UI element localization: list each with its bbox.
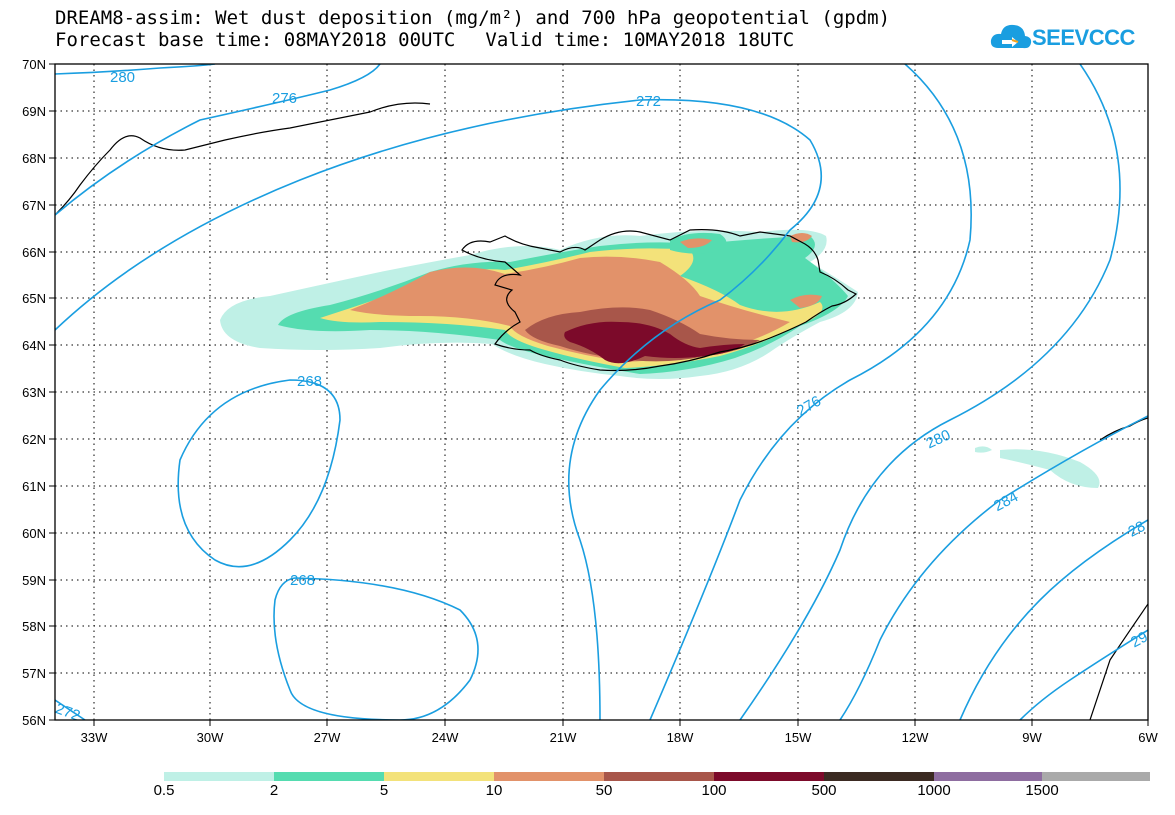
coastline-scotland xyxy=(1089,603,1148,720)
dust-patch-faroe xyxy=(1000,449,1100,488)
lon-label-33w: 33W xyxy=(81,730,108,745)
lat-label-63n: 63N xyxy=(22,385,46,400)
coastline-greenland xyxy=(55,102,431,216)
dust-patch-north-inner xyxy=(680,238,712,248)
contour-272-sw xyxy=(55,699,86,720)
legend-label-50: 50 xyxy=(595,782,613,799)
logo-text: SEEVCCC xyxy=(1032,25,1135,50)
legend-label-5: 5 xyxy=(379,782,389,799)
lat-label-70n: 70N xyxy=(22,57,46,72)
lon-label-15w: 15W xyxy=(785,730,812,745)
legend-swatch-1500 xyxy=(1042,772,1150,781)
legend-swatch-500 xyxy=(824,772,934,781)
lat-label-65n: 65N xyxy=(22,291,46,306)
contour-label-28x: 28 xyxy=(1125,518,1148,541)
contour-276-north xyxy=(55,64,381,216)
contour-29x-southeast xyxy=(1019,629,1148,720)
map-frame-background xyxy=(55,64,1148,720)
legend-label-1000: 1000 xyxy=(917,782,951,799)
map-subtitle: Forecast base time: 08MAY2018 00UTC Valid… xyxy=(55,29,794,51)
contour-label-272: 272 xyxy=(636,93,661,110)
contour-276-east xyxy=(649,64,972,720)
dust-patch-east xyxy=(790,294,822,308)
legend-label-1500: 1500 xyxy=(1025,782,1059,799)
legend-label-2: 2 xyxy=(269,782,279,799)
lat-label-58n: 58N xyxy=(22,619,46,634)
contour-label-280: 280 xyxy=(110,69,135,86)
dust-patch-faroe-2 xyxy=(975,446,992,453)
legend-colorbar xyxy=(164,772,1150,781)
lat-label-69n: 69N xyxy=(22,104,46,119)
lon-label-9w: 9W xyxy=(1022,730,1042,745)
contour-label-29x: 29 xyxy=(1128,628,1151,651)
dust-patch-ne xyxy=(790,233,812,243)
longitude-labels: 33W 30W 27W 24W 21W 18W 15W 12W 9W 6W xyxy=(81,730,1159,745)
contour-28x-southeast xyxy=(959,519,1148,720)
legend-swatch-50 xyxy=(604,772,714,781)
lat-label-62n: 62N xyxy=(22,432,46,447)
lat-label-57n: 57N xyxy=(22,666,46,681)
seevccc-logo: SEEVCCC xyxy=(990,18,1140,58)
legend-swatch-100 xyxy=(714,772,824,781)
lon-label-6w: 6W xyxy=(1138,730,1158,745)
dust-deposition-field xyxy=(220,229,1100,488)
contour-label-276: 276 xyxy=(272,90,297,107)
contour-272-main xyxy=(55,98,823,720)
legend-swatch-10 xyxy=(494,772,604,781)
legend-label-10: 10 xyxy=(485,782,503,799)
legend-swatch-1000 xyxy=(934,772,1042,781)
lat-label-66n: 66N xyxy=(22,245,46,260)
contour-284-southeast xyxy=(839,415,1148,720)
axis-ticks xyxy=(49,63,1149,726)
latitude-labels: 70N 69N 68N 67N 66N 65N 64N 63N 62N 61N … xyxy=(22,57,46,728)
lat-label-56n: 56N xyxy=(22,713,46,728)
legend-swatch-5 xyxy=(384,772,494,781)
base-time: Forecast base time: 08MAY2018 00UTC xyxy=(55,29,456,51)
lon-label-12w: 12W xyxy=(902,730,929,745)
legend-label-0-5: 0.5 xyxy=(153,782,175,799)
map-title: DREAM8-assim: Wet dust deposition (mg/m²… xyxy=(55,7,891,29)
contour-280-nw xyxy=(55,64,216,75)
legend-label-500: 500 xyxy=(811,782,837,799)
lat-label-64n: 64N xyxy=(22,338,46,353)
legend-swatch-2 xyxy=(274,772,384,781)
cloud-icon xyxy=(990,24,1032,49)
dust-level-100 xyxy=(564,321,745,364)
contour-label-268-b: 268 xyxy=(290,572,315,589)
legend-label-100: 100 xyxy=(701,782,727,799)
lat-label-61n: 61N xyxy=(22,479,46,494)
lon-label-24w: 24W xyxy=(432,730,459,745)
lon-label-21w: 21W xyxy=(550,730,577,745)
lat-label-68n: 68N xyxy=(22,151,46,166)
lat-label-59n: 59N xyxy=(22,573,46,588)
contour-label-268-a: 268 xyxy=(297,373,322,390)
geopotential-contours xyxy=(55,64,1148,720)
lon-label-30w: 30W xyxy=(197,730,224,745)
lat-label-60n: 60N xyxy=(22,526,46,541)
lon-label-27w: 27W xyxy=(314,730,341,745)
lat-label-67n: 67N xyxy=(22,198,46,213)
contour-268-west xyxy=(177,379,341,568)
valid-time: Valid time: 10MAY2018 18UTC xyxy=(485,29,795,51)
contour-280-east xyxy=(739,64,1121,720)
legend-swatch-0-5 xyxy=(164,772,274,781)
lon-label-18w: 18W xyxy=(667,730,694,745)
coastline-iceland xyxy=(461,229,858,372)
